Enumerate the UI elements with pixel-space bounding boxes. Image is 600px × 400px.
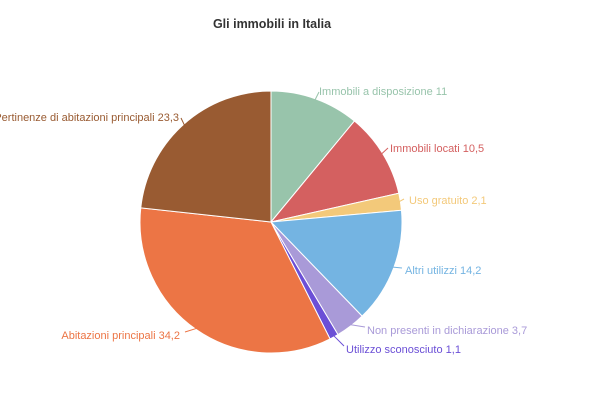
chart-title: Gli immobili in Italia bbox=[213, 17, 332, 31]
pie-slice bbox=[140, 90, 272, 223]
leader-line bbox=[391, 266, 403, 269]
slice-label: Altri utilizzi 14,2 bbox=[405, 265, 481, 277]
slice-label: Abitazioni principali 34,2 bbox=[61, 330, 180, 342]
slice-label: Uso gratuito 2,1 bbox=[409, 195, 487, 207]
slice-label: Immobili a disposizione 11 bbox=[319, 86, 447, 98]
pie-slices bbox=[139, 90, 403, 354]
slice-label: Immobili locati 10,5 bbox=[390, 143, 484, 155]
leader-line bbox=[332, 334, 345, 347]
leader-lines bbox=[180, 91, 405, 347]
leader-line bbox=[349, 323, 366, 328]
slice-labels: Immobili a disposizione 11 Immobili locat… bbox=[0, 86, 527, 356]
leader-line bbox=[184, 327, 198, 333]
leader-line bbox=[380, 147, 389, 155]
slice-label: Utilizzo sconosciuto 1,1 bbox=[346, 344, 461, 356]
leader-line bbox=[180, 117, 186, 127]
leader-line bbox=[314, 91, 320, 101]
pie-slice bbox=[139, 207, 331, 354]
leader-line bbox=[398, 198, 405, 203]
slice-label: Non presenti in dichiarazione 3,7 bbox=[367, 325, 527, 337]
slice-label: Pertinenze di abitazioni principali 23,3 bbox=[0, 112, 179, 124]
